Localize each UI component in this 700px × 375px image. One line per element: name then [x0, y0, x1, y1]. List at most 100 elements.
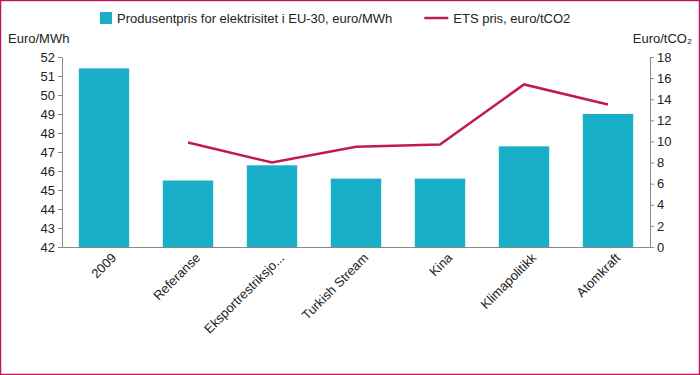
legend-item: Produsentpris for elektrisitet i EU-30, …: [100, 11, 392, 26]
y2-tick: 6: [650, 176, 664, 191]
tick-label: 50: [41, 88, 55, 103]
x-tick: Kina: [426, 250, 456, 280]
tick-mark: [650, 99, 654, 100]
y2-tick: 4: [650, 197, 664, 212]
tick-mark: [650, 141, 654, 142]
tick-label: 12: [657, 113, 671, 128]
y-tick: 47: [41, 145, 62, 160]
y-tick: 51: [41, 69, 62, 84]
tick-label: 45: [41, 183, 55, 198]
bar: [583, 114, 633, 247]
tick-mark: [650, 247, 654, 248]
axis-line: [62, 58, 63, 248]
y-tick: 49: [41, 107, 62, 122]
legend-label: Produsentpris for elektrisitet i EU-30, …: [117, 11, 392, 26]
x-tick: Referanse: [150, 250, 203, 303]
tick-mark: [58, 247, 62, 248]
tick-label: 14: [657, 92, 671, 107]
y2-axis-title: Euro/tCO₂: [633, 31, 692, 46]
tick-mark: [58, 171, 62, 172]
tick-mark: [58, 114, 62, 115]
tick-label: Kina: [426, 250, 456, 280]
y-tick: 52: [41, 50, 62, 65]
line: [188, 84, 608, 162]
tick-mark: [650, 226, 654, 227]
tick-mark: [58, 152, 62, 153]
y-tick: 50: [41, 88, 62, 103]
tick-mark: [58, 95, 62, 96]
plot: 4243444546474849505152024681012141618200…: [41, 50, 672, 337]
bar: [415, 179, 465, 247]
x-tick: 2009: [88, 250, 119, 281]
tick-mark: [650, 120, 654, 121]
y-tick: 44: [41, 202, 62, 217]
y2-axis: 0 2 4 6 8 10 12 14 16 18: [650, 50, 671, 255]
tick-label: 43: [41, 221, 55, 236]
tick-mark: [58, 57, 62, 58]
legend: Produsentpris for elektrisitet i EU-30, …: [100, 11, 570, 26]
x-tick: Klimapolitikk: [478, 250, 540, 312]
y2-tick: 14: [650, 92, 671, 107]
x-tick: Atomkraft: [573, 250, 623, 300]
tick-mark: [650, 163, 654, 164]
y-axis: 42 43 44 45 46 47 48 49 50 51 52: [41, 50, 63, 255]
tick-label: 46: [41, 164, 55, 179]
y2-tick: 8: [650, 155, 664, 170]
y2-tick: 12: [650, 113, 671, 128]
tick-label: 47: [41, 145, 55, 160]
y-tick: 43: [41, 221, 62, 236]
tick-label: 44: [41, 202, 55, 217]
tick-label: 0: [657, 240, 664, 255]
bar: [499, 146, 549, 247]
tick-mark: [650, 57, 654, 58]
axis-line: [650, 58, 651, 248]
y2-tick: 10: [650, 134, 671, 149]
y2-tick: 16: [650, 71, 671, 86]
legend-swatch: [100, 12, 112, 24]
tick-label: 48: [41, 126, 55, 141]
marks: [79, 68, 633, 247]
y-tick: 45: [41, 183, 62, 198]
legend-swatch: [424, 17, 448, 20]
x-tick: Eksportrestriksjo...: [201, 250, 287, 336]
chart: 4243444546474849505152024681012141618200…: [0, 0, 700, 375]
tick-label: 8: [657, 155, 664, 170]
tick-label: 42: [41, 240, 55, 255]
tick-label: 4: [657, 197, 664, 212]
tick-mark: [650, 205, 654, 206]
tick-mark: [58, 209, 62, 210]
tick-label: Eksportrestriksjo...: [201, 250, 287, 336]
tick-label: 52: [41, 50, 55, 65]
tick-mark: [650, 184, 654, 185]
tick-label: 18: [657, 50, 671, 65]
bar: [163, 181, 213, 248]
y-tick: 42: [41, 240, 62, 255]
frame: [1, 1, 700, 375]
tick-label: 16: [657, 71, 671, 86]
bar: [79, 68, 129, 247]
tick-mark: [58, 133, 62, 134]
tick-label: 10: [657, 134, 671, 149]
legend-item: ETS pris, euro/tCO2: [424, 11, 570, 26]
tick-label: 49: [41, 107, 55, 122]
y2-tick: 0: [650, 240, 664, 255]
y-tick: 46: [41, 164, 62, 179]
tick-label: Atomkraft: [573, 250, 623, 300]
axis-line: [63, 247, 651, 248]
bar: [331, 179, 381, 247]
x-axis: 2009 ReferanseEksportrestriksjo...Turkish…: [63, 248, 651, 337]
tick-label: 51: [41, 69, 55, 84]
y2-tick: 18: [650, 50, 671, 65]
tick-label: Klimapolitikk: [478, 250, 540, 312]
tick-label: 6: [657, 176, 664, 191]
tick-mark: [58, 228, 62, 229]
tick-label: 2009: [88, 250, 119, 281]
bar: [247, 165, 297, 247]
x-tick: Turkish Stream: [299, 250, 372, 323]
y2-tick: 2: [650, 219, 664, 234]
tick-label: Referanse: [150, 250, 203, 303]
tick-label: Turkish Stream: [299, 250, 372, 323]
tick-mark: [650, 78, 654, 79]
y-axis-title: Euro/MWh: [8, 31, 69, 46]
legend-label: ETS pris, euro/tCO2: [453, 11, 570, 26]
